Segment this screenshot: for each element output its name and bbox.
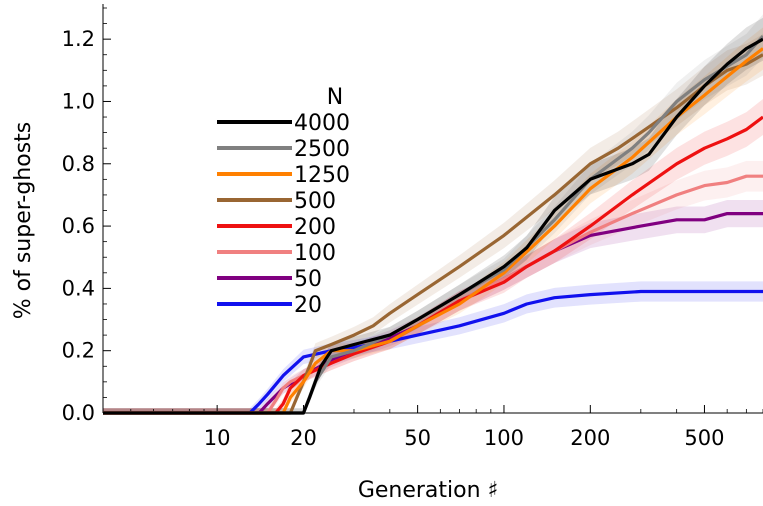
y-tick-label: 0.4: [62, 276, 95, 300]
legend-label: 2500: [294, 137, 350, 162]
series-lines: [103, 34, 763, 415]
legend-label: 200: [294, 215, 336, 240]
confidence-bands: [103, 14, 763, 414]
legend-label: 1250: [294, 163, 350, 188]
x-tick-label: 50: [404, 426, 431, 450]
legend-label: 20: [294, 293, 322, 318]
series-line-20: [103, 289, 763, 415]
series-band-20: [103, 281, 763, 413]
x-tick-label: 500: [684, 426, 724, 450]
legend-label: 500: [294, 189, 336, 214]
legend-label: 50: [294, 267, 322, 292]
series-line-2500: [103, 34, 763, 415]
x-tick-label: 100: [484, 426, 524, 450]
x-tick-label: 200: [570, 426, 610, 450]
x-axis-ticks: 10 20 50 100 200 500: [102, 405, 763, 450]
series-line-200: [103, 115, 763, 415]
y-tick-label: 1.0: [62, 89, 95, 113]
x-tick-label: 20: [290, 426, 317, 450]
y-tick-label: 1.2: [62, 27, 95, 51]
legend-label: 100: [294, 241, 336, 266]
y-tick-label: 0.8: [62, 152, 95, 176]
series-line-1250: [103, 47, 763, 415]
series-band-100: [103, 160, 763, 413]
y-axis-ticks: 0.0 0.2 0.4 0.6 0.8 1.0 1.2: [62, 7, 111, 425]
series-line-4000: [103, 37, 763, 415]
x-axis-label: Generation ♯: [358, 478, 498, 503]
legend-label: 4000: [294, 111, 350, 136]
legend-title: N: [327, 85, 343, 110]
axes: 10 20 50 100 200 500 0.00.20.40.60.81.01.2: [62, 4, 763, 450]
y-axis-label: % of super-ghosts: [11, 122, 36, 320]
y-tick-label: 0.6: [62, 214, 95, 238]
y-tick-label: 0.0: [62, 401, 95, 425]
x-tick-label: 10: [204, 426, 231, 450]
y-tick-label: 0.2: [62, 339, 95, 363]
